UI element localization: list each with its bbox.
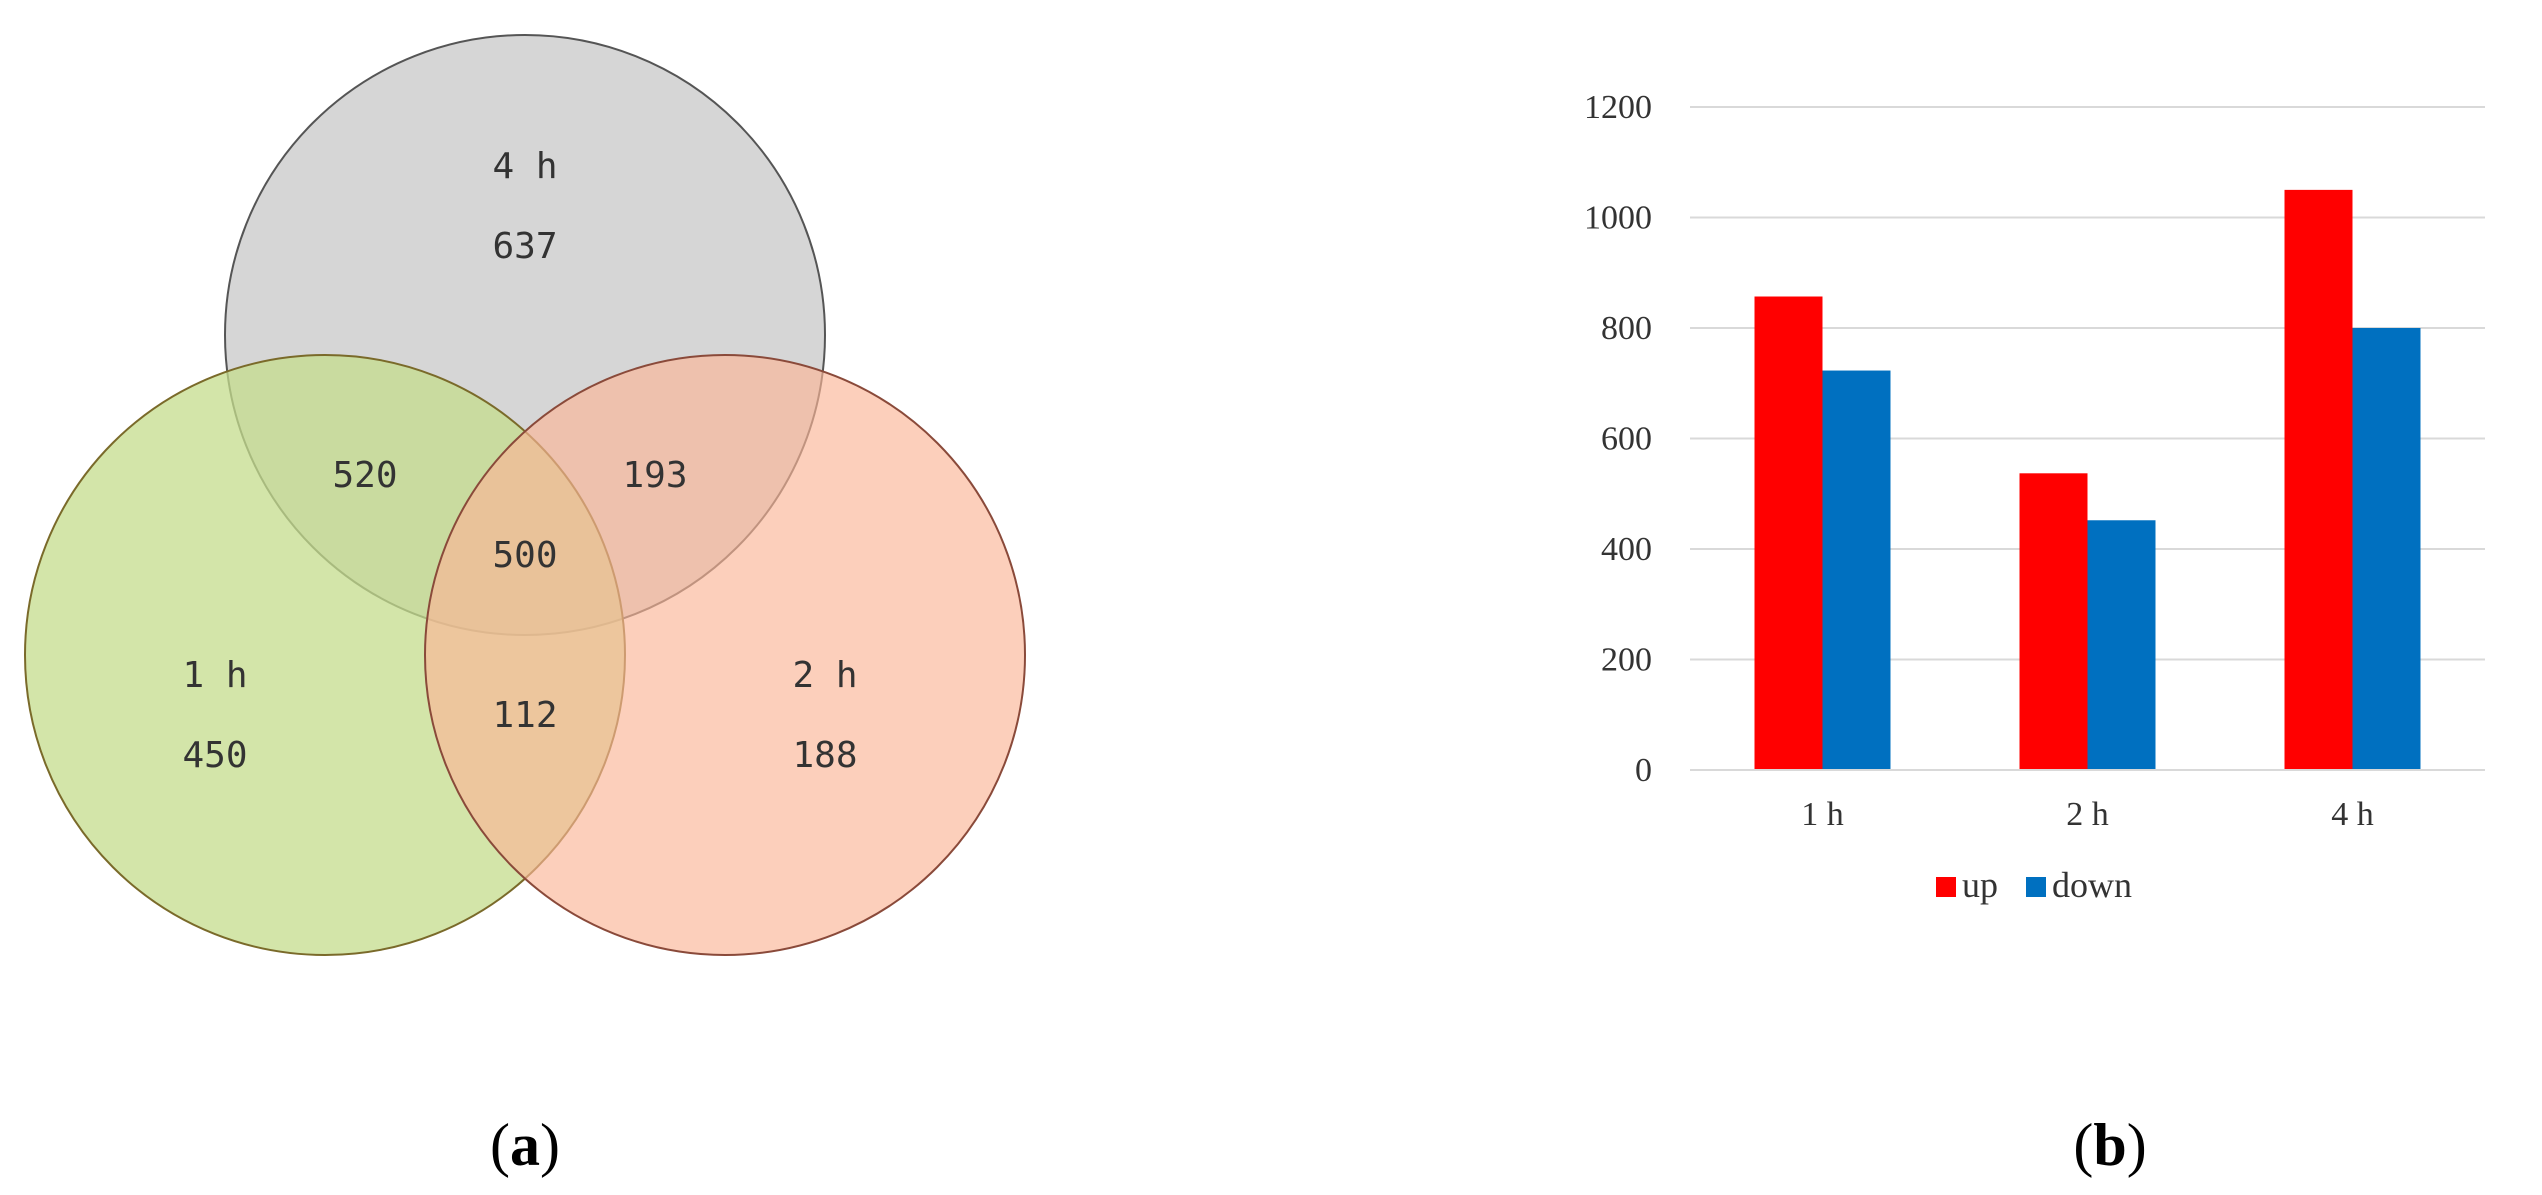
legend: up down [1936,865,2132,905]
venn-2h-name: 2 h [792,655,857,696]
legend-swatch-up [1936,877,1956,897]
y-tick-label: 600 [1601,421,1652,458]
y-tick-label: 200 [1601,642,1652,679]
y-tick-label: 0 [1635,752,1652,789]
x-tick-label: 4 h [2331,796,2374,833]
bar-chart: 0 200 400 600 800 1000 1200 1 h 2 h 4 h up down [1584,89,2485,905]
venn-1h-value: 450 [182,735,247,776]
venn-4h-name: 4 h [492,146,557,187]
y-axis-ticks: 0 200 400 600 800 1000 1200 [1584,89,1652,789]
y-tick-label: 800 [1601,310,1652,347]
panel-label-a: (a) [490,1112,560,1178]
bar-up-4h [2284,189,2353,770]
x-axis-ticks: 1 h 2 h 4 h [1801,796,2374,833]
bar-up-2h [2019,473,2088,770]
venn-circle-2h [424,354,1026,956]
bars [1754,189,2421,770]
legend-label-down: down [2052,865,2132,905]
panel-label-b: (b) [2073,1112,2146,1178]
venn-1h-name: 1 h [182,655,247,696]
y-tick-label: 400 [1601,531,1652,568]
venn-2h-value: 188 [792,735,857,776]
venn-2h-4h-overlap: 193 [622,455,687,496]
venn-1h-2h-overlap: 112 [492,695,557,736]
legend-swatch-down [2026,877,2046,897]
venn-4h-value: 637 [492,226,557,267]
venn-1h-4h-overlap: 520 [332,455,397,496]
y-tick-label: 1200 [1584,89,1652,126]
venn-diagram: 4 h 637 1 h 450 2 h 188 520 193 500 112 [24,34,1026,956]
venn-all-overlap: 500 [492,535,557,576]
bar-down-1h [1822,370,1891,770]
bar-up-1h [1754,296,1823,770]
x-tick-label: 1 h [1801,796,1844,833]
x-tick-label: 2 h [2066,796,2109,833]
legend-label-up: up [1962,865,1998,905]
bar-down-2h [2087,520,2156,770]
y-tick-label: 1000 [1584,200,1652,237]
bar-down-4h [2352,328,2421,770]
